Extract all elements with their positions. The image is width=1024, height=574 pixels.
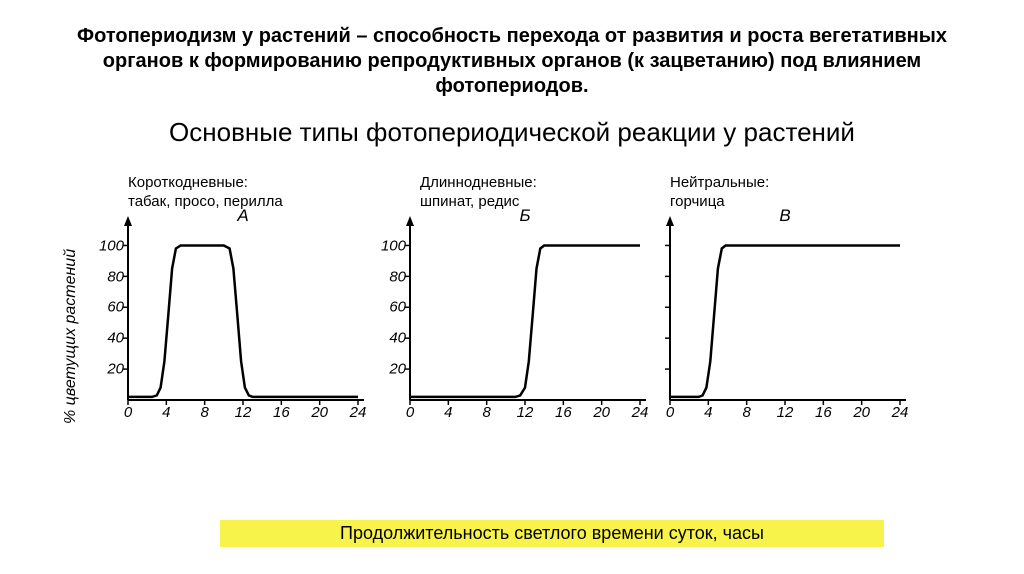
curve-C [670,246,900,397]
chart-C: В04812162024 [670,230,900,400]
ytick-label: 100 [94,237,128,254]
xtick-label: 0 [666,400,674,421]
chart-svg-A [122,216,372,406]
xtick-label: 20 [593,400,610,421]
ytick-label: 100 [376,237,410,254]
xtick-label: 24 [350,400,367,421]
xtick-label: 12 [777,400,794,421]
xtick-label: 0 [406,400,414,421]
xtick-label: 4 [444,400,452,421]
chart-A: А2040608010004812162024 [128,230,358,400]
ytick-label: 80 [94,268,128,285]
xtick-label: 8 [742,400,750,421]
chart-caption-C: Нейтральные:горчица [670,174,769,212]
xtick-label: 16 [273,400,290,421]
chart-svg-B [404,216,654,406]
curve-B [410,246,640,397]
subtitle: Основные типы фотопериодической реакции … [0,99,1024,148]
ytick-label: 40 [94,330,128,347]
curve-A [128,246,358,397]
xtick-label: 12 [235,400,252,421]
xtick-label: 8 [200,400,208,421]
chart-caption-A: Короткодневные:табак, просо, перилла [128,174,283,212]
xtick-label: 8 [482,400,490,421]
xtick-label: 24 [632,400,649,421]
ytick-label: 60 [94,299,128,316]
ytick-label: 60 [376,299,410,316]
xtick-label: 16 [815,400,832,421]
ytick-label: 20 [94,361,128,378]
main-title: Фотопериодизм у растений – способность п… [0,0,1024,99]
ytick-label: 80 [376,268,410,285]
ytick-label: 40 [376,330,410,347]
y-axis-label: % цветущих растений [62,249,80,424]
xtick-label: 24 [892,400,909,421]
x-axis-label-highlight: Продолжительность светлого времени суток… [220,520,884,547]
xtick-label: 4 [704,400,712,421]
xtick-label: 0 [124,400,132,421]
xtick-label: 20 [311,400,328,421]
chart-row: % цветущих растений Короткодневные:табак… [0,174,1024,484]
xtick-label: 4 [162,400,170,421]
chart-svg-C [664,216,914,406]
xtick-label: 12 [517,400,534,421]
xtick-label: 16 [555,400,572,421]
xtick-label: 20 [853,400,870,421]
ytick-label: 20 [376,361,410,378]
chart-B: Б2040608010004812162024 [410,230,640,400]
